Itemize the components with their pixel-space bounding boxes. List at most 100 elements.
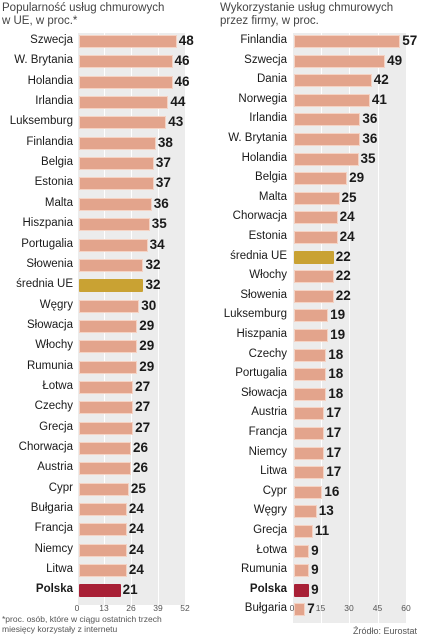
category-label: W. Brytania [228,132,287,144]
category-label: Włochy [35,339,73,352]
category-label: Luksemburg [223,308,287,321]
value-label: 26 [133,440,149,455]
category-label: Łotwa [256,543,287,556]
value-label: 38 [157,134,173,150]
category-label: Austria [37,461,73,474]
bar [79,543,127,557]
gridline [377,33,379,623]
value-label: 57 [402,33,418,48]
category-label: Bułgaria [30,502,73,515]
category-label: Polska [35,583,73,596]
bar [79,340,138,354]
value-label: 48 [178,33,194,48]
value-label: 43 [168,114,184,130]
value-label: 13 [318,503,334,519]
value-label: 30 [141,297,157,313]
category-label: Estonia [34,176,73,189]
right-chart-title: Wykorzystanie usług chmurowych przez fir… [220,2,394,27]
bar [294,191,340,205]
category-label: Łotwa [42,379,73,392]
value-label: 17 [326,464,342,480]
bar [79,218,150,232]
value-label: 46 [174,53,190,69]
bar [79,238,148,252]
category-label: Irlandia [249,112,287,125]
value-label: 44 [170,94,186,110]
value-label: 27 [135,399,151,415]
value-label: 25 [130,480,146,496]
category-label: Rumunia [26,359,73,372]
category-label: Słowenia [240,288,287,301]
value-label: 29 [139,338,155,354]
gridline [185,33,186,605]
bar [79,116,167,130]
bar [294,466,325,480]
category-label: Finlandia [26,135,73,148]
category-label: Belgia [255,171,287,184]
category-label: Słowacja [26,318,73,331]
value-label: 24 [128,501,144,517]
bar [294,505,317,519]
category-label: Portugalia [21,237,73,250]
x-tick-label: 15 [315,603,326,613]
category-label: Czechy [34,400,73,413]
value-label: 22 [335,268,351,284]
value-label: 11 [314,523,330,538]
bar [79,442,131,455]
x-tick-label: 13 [99,603,109,613]
footnote: *proc. osób, które w ciągu ostatnich trz… [2,614,162,634]
value-label: 29 [139,317,155,333]
value-label: 27 [135,378,151,394]
bar [79,279,144,293]
category-label: Szwecja [244,53,287,66]
bar [79,157,154,171]
category-label: Polska [249,582,287,595]
category-label: Luksemburg [9,115,73,128]
bar [79,197,152,211]
gridline [131,33,132,605]
category-label: Irlandia [35,95,73,108]
x-tick-label: 30 [344,603,354,613]
bar [294,35,401,48]
value-label: 22 [335,248,351,264]
value-label: 24 [128,541,144,557]
category-label: Holandia [241,151,287,164]
category-label: Hiszpania [22,217,74,230]
category-label: Hiszpania [236,328,288,340]
category-label: Litwa [260,465,287,478]
category-label: Cypr [262,484,287,497]
bar [294,485,323,499]
category-label: Estonia [248,230,287,242]
category-label: Rumunia [240,563,287,576]
category-label: Francja [248,426,287,438]
value-label: 19 [330,327,346,342]
bar [79,503,127,517]
category-label: Austria [251,406,287,419]
bar [294,329,329,342]
bar [79,380,134,394]
category-label: Portugalia [235,367,287,380]
x-tick-label: 0 [74,603,80,613]
bar [79,258,144,272]
bar [294,446,325,460]
category-label: Grecja [39,420,73,433]
category-label: Węgry [39,298,73,311]
value-label: 17 [326,405,342,421]
category-label: Szwecja [30,34,73,46]
category-label: średnia UE [16,278,73,291]
x-tick-label: 39 [153,603,163,613]
gridline [104,33,105,605]
bar [79,55,173,69]
category-label: Finlandia [240,34,287,46]
x-tick-label: 26 [126,603,136,613]
bar [294,250,334,264]
bar [79,482,129,496]
bar [294,603,306,617]
bar [294,525,313,538]
value-label: 18 [328,346,344,362]
bar [79,584,121,598]
value-label: 32 [145,256,161,272]
value-label: 9 [311,562,319,578]
bar [79,299,140,313]
bar [294,211,338,225]
